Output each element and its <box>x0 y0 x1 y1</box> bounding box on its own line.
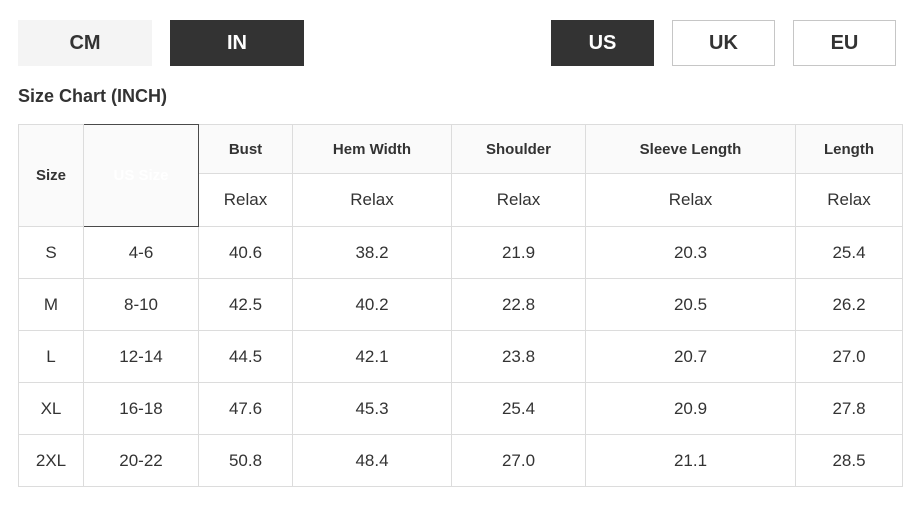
size-chart-table: Size US Size Bust Hem Width Shoulder Sleeve L… <box>18 124 903 487</box>
size-cell: 2XL <box>18 434 84 487</box>
region-toggle: US UK EU <box>551 20 896 66</box>
table-row: XL 16-18 47.6 45.3 25.4 20.9 27.8 <box>18 382 903 435</box>
measurement-cell: 38.2 <box>292 226 452 279</box>
measurement-cell: 42.1 <box>292 330 452 383</box>
measurement-cell: 42.5 <box>198 278 293 331</box>
measurement-cell: 20.5 <box>585 278 796 331</box>
us-size-cell: 12-14 <box>83 330 199 383</box>
measurement-cell: 27.0 <box>795 330 903 383</box>
unit-toggle: CM IN <box>18 20 304 66</box>
measurement-cell: 48.4 <box>292 434 452 487</box>
table-body: S 4-6 40.6 38.2 21.9 20.3 25.4 M 8-10 42.5 40.2 22.… <box>18 226 903 487</box>
fit-label-cell-1: Relax <box>292 173 452 227</box>
measure-header-cell-4: Length <box>795 124 903 174</box>
measurement-cell: 27.8 <box>795 382 903 435</box>
measure-header-cell-1: Hem Width <box>292 124 452 174</box>
measure-header-cell-2: Shoulder <box>451 124 586 174</box>
measurement-cell: 20.3 <box>585 226 796 279</box>
header-row-1: Size US Size Bust Hem Width Shoulder Sleeve L… <box>18 124 903 227</box>
toggles-row: CM IN US UK EU <box>0 20 920 66</box>
fit-label-cell-3: Relax <box>585 173 796 227</box>
fit-label-cell-4: Relax <box>795 173 903 227</box>
us-button[interactable]: US <box>551 20 654 66</box>
uk-button[interactable]: UK <box>672 20 775 66</box>
eu-button[interactable]: EU <box>793 20 896 66</box>
size-cell: S <box>18 226 84 279</box>
size-cell: M <box>18 278 84 331</box>
table-row: L 12-14 44.5 42.1 23.8 20.7 27.0 <box>18 330 903 383</box>
in-button[interactable]: IN <box>170 20 304 66</box>
measure-header-cell-3: Sleeve Length <box>585 124 796 174</box>
header-row-2: Relax Relax Relax Relax Relax <box>19 173 903 227</box>
measurement-cell: 20.9 <box>585 382 796 435</box>
table-row: 2XL 20-22 50.8 48.4 27.0 21.1 28.5 <box>18 434 903 487</box>
measurement-cell: 20.7 <box>585 330 796 383</box>
size-cell: L <box>18 330 84 383</box>
measurement-cell: 47.6 <box>198 382 293 435</box>
table-row: M 8-10 42.5 40.2 22.8 20.5 26.2 <box>18 278 903 331</box>
measurement-cell: 21.9 <box>451 226 586 279</box>
table-row: S 4-6 40.6 38.2 21.9 20.3 25.4 <box>18 226 903 279</box>
measurement-cell: 25.4 <box>451 382 586 435</box>
measurement-cell: 45.3 <box>292 382 452 435</box>
measurement-cell: 26.2 <box>795 278 903 331</box>
measurement-cell: 40.2 <box>292 278 452 331</box>
measurement-cell: 50.8 <box>198 434 293 487</box>
measure-header-cell-0: Bust <box>198 124 293 174</box>
measurement-cell: 23.8 <box>451 330 586 383</box>
cm-button[interactable]: CM <box>18 20 152 66</box>
us-size-cell: 16-18 <box>83 382 199 435</box>
us-size-cell: 8-10 <box>83 278 199 331</box>
us-size-cell: 20-22 <box>83 434 199 487</box>
measurement-cell: 40.6 <box>198 226 293 279</box>
page-title: Size Chart (INCH) <box>18 86 168 106</box>
size-chart-panel: CM IN US UK EU Size Chart (INCH) Size US … <box>0 20 920 487</box>
fit-label-cell-0: Relax <box>198 173 293 227</box>
fit-label-cell-2: Relax <box>451 173 586 227</box>
measurement-cell: 44.5 <box>198 330 293 383</box>
size-cell: XL <box>18 382 84 435</box>
size-header-cell: Size <box>18 124 84 227</box>
us-size-cell: 4-6 <box>83 226 199 279</box>
measurement-cell: 28.5 <box>795 434 903 487</box>
measurement-cell: 27.0 <box>451 434 586 487</box>
measurement-cell: 25.4 <box>795 226 903 279</box>
us-size-header-cell: US Size <box>83 124 199 227</box>
measurement-cell: 22.8 <box>451 278 586 331</box>
measurement-cell: 21.1 <box>585 434 796 487</box>
